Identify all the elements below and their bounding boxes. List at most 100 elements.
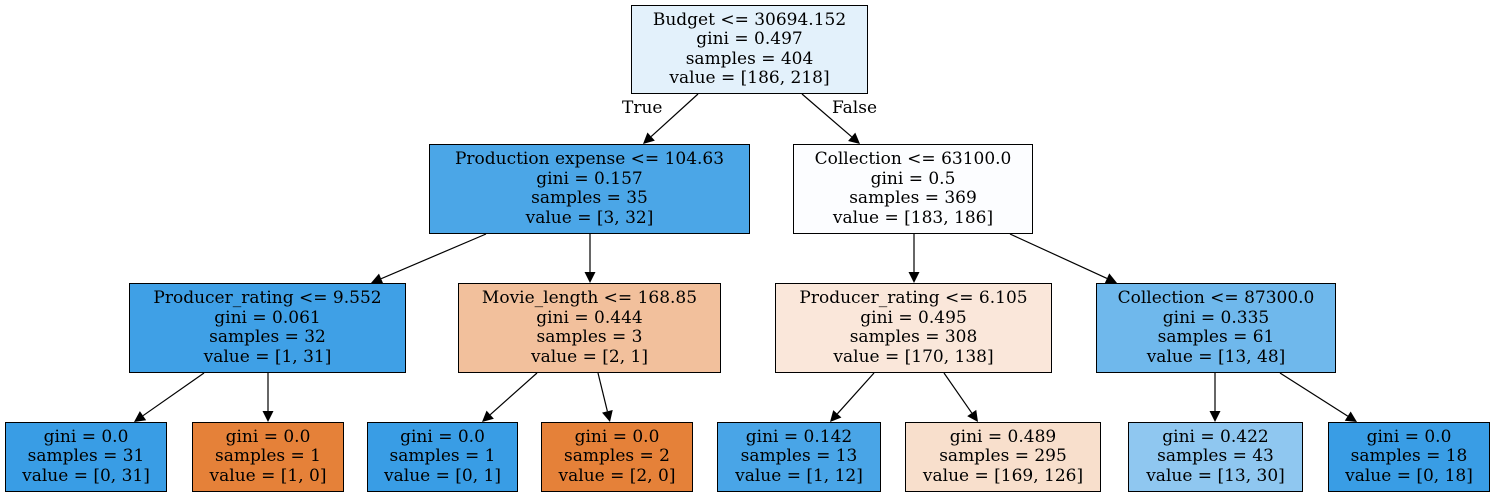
tree-node-n0: Budget <= 30694.152 gini = 0.497 samples =… bbox=[631, 5, 868, 94]
node-line: Production expense <= 104.63 bbox=[454, 149, 725, 169]
edge-arrowhead bbox=[262, 411, 274, 422]
edge-line bbox=[380, 233, 487, 280]
edge-label-true: True bbox=[622, 98, 663, 118]
edge-arrowhead bbox=[1209, 411, 1221, 422]
node-line: gini = 0.335 bbox=[1162, 307, 1270, 328]
edge-n0-n1 bbox=[643, 93, 699, 144]
node-line: samples = 295 bbox=[939, 446, 1067, 467]
node-line: samples = 35 bbox=[531, 188, 648, 208]
tree-node-n10: gini = 0.0 samples = 2 value = [2, 0] bbox=[541, 422, 693, 492]
edge-line bbox=[1279, 372, 1349, 417]
node-line: samples = 13 bbox=[740, 446, 858, 467]
edge-n5-n12 bbox=[943, 372, 978, 422]
edge-n5-n11 bbox=[830, 372, 875, 422]
node-line: samples = 32 bbox=[209, 327, 326, 347]
edge-n1-n3 bbox=[371, 233, 487, 284]
node-line: value = [183, 186] bbox=[832, 207, 994, 228]
edge-line bbox=[801, 93, 853, 138]
edge-line bbox=[836, 372, 875, 415]
node-line: samples = 308 bbox=[849, 327, 978, 347]
node-line: value = [169, 126] bbox=[922, 465, 1084, 486]
edge-line bbox=[650, 93, 699, 138]
edge-arrowhead bbox=[482, 410, 494, 422]
node-line: value = [186, 218] bbox=[669, 68, 830, 88]
node-line: value = [13, 30] bbox=[1146, 465, 1285, 486]
edge-n2-n5 bbox=[908, 234, 920, 283]
tree-node-n9: gini = 0.0 samples = 1 value = [0, 1] bbox=[367, 422, 518, 492]
node-line: gini = 0.497 bbox=[696, 29, 803, 49]
node-line: samples = 369 bbox=[849, 188, 977, 208]
node-line: Budget <= 30694.152 bbox=[652, 9, 847, 30]
node-line: gini = 0.489 bbox=[949, 426, 1057, 447]
edge-line bbox=[943, 372, 973, 414]
edge-line bbox=[142, 372, 205, 417]
edge-line bbox=[1009, 233, 1108, 279]
node-line: gini = 0.0 bbox=[574, 426, 660, 447]
tree-node-n6: Collection <= 87300.0 gini = 0.335 samples… bbox=[1096, 283, 1336, 373]
node-line: gini = 0.061 bbox=[214, 307, 321, 328]
edge-line bbox=[597, 372, 608, 412]
node-line: Collection <= 63100.0 bbox=[814, 149, 1012, 169]
edge-n1-n4 bbox=[584, 234, 596, 283]
edge-n6-n14 bbox=[1279, 372, 1357, 422]
node-line: samples = 31 bbox=[27, 446, 145, 467]
node-line: value = [170, 138] bbox=[833, 346, 994, 367]
node-line: gini = 0.5 bbox=[870, 168, 956, 189]
node-line: value = [13, 48] bbox=[1146, 346, 1286, 367]
tree-node-n3: Producer_rating <= 9.552 gini = 0.061 samp… bbox=[129, 283, 406, 373]
node-line: samples = 1 bbox=[215, 446, 321, 467]
node-line: samples = 2 bbox=[564, 446, 670, 467]
edge-arrowhead bbox=[908, 272, 920, 283]
tree-node-n1: Production expense <= 104.63 gini = 0.157… bbox=[429, 144, 750, 234]
edge-arrowhead bbox=[1104, 273, 1117, 284]
node-line: gini = 0.495 bbox=[860, 307, 967, 328]
edge-n2-n6 bbox=[1009, 233, 1117, 284]
node-line: gini = 0.0 bbox=[225, 426, 311, 447]
node-line: samples = 3 bbox=[536, 327, 643, 347]
node-line: Movie_length <= 168.85 bbox=[481, 288, 698, 308]
node-line: samples = 18 bbox=[1350, 446, 1468, 467]
node-line: value = [0, 31] bbox=[22, 465, 150, 486]
node-line: value = [1, 31] bbox=[203, 346, 332, 367]
node-line: gini = 0.0 bbox=[400, 426, 485, 447]
tree-node-n7: gini = 0.0 samples = 31 value = [0, 31] bbox=[5, 422, 167, 492]
node-line: gini = 0.142 bbox=[745, 426, 853, 447]
node-line: Producer_rating <= 6.105 bbox=[799, 288, 1028, 308]
node-line: value = [0, 18] bbox=[1345, 465, 1473, 486]
node-line: value = [1, 12] bbox=[735, 465, 863, 486]
tree-node-n14: gini = 0.0 samples = 18 value = [0, 18] bbox=[1328, 422, 1490, 492]
edge-n3-n8 bbox=[262, 373, 274, 422]
node-line: gini = 0.444 bbox=[536, 307, 643, 328]
node-line: gini = 0.0 bbox=[43, 426, 129, 447]
edge-arrowhead bbox=[830, 410, 842, 422]
tree-node-n13: gini = 0.422 samples = 43 value = [13, 30] bbox=[1128, 422, 1303, 492]
node-line: samples = 61 bbox=[1157, 327, 1275, 347]
edge-n4-n10 bbox=[597, 372, 613, 422]
node-line: gini = 0.422 bbox=[1162, 426, 1269, 447]
edge-line bbox=[489, 372, 538, 416]
edge-arrowhead bbox=[1344, 411, 1357, 422]
node-line: value = [1, 0] bbox=[209, 465, 327, 486]
node-line: samples = 404 bbox=[685, 48, 814, 69]
node-line: gini = 0.0 bbox=[1366, 426, 1452, 447]
node-line: Producer_rating <= 9.552 bbox=[153, 288, 382, 308]
node-line: value = [0, 1] bbox=[384, 465, 501, 486]
node-line: value = [2, 0] bbox=[558, 465, 676, 486]
tree-node-n11: gini = 0.142 samples = 13 value = [1, 12] bbox=[717, 422, 881, 492]
edge-n0-n2 bbox=[801, 93, 860, 144]
node-line: value = [2, 1] bbox=[531, 346, 648, 367]
tree-node-n8: gini = 0.0 samples = 1 value = [1, 0] bbox=[192, 422, 344, 492]
tree-node-n5: Producer_rating <= 6.105 gini = 0.495 samp… bbox=[775, 283, 1052, 373]
edge-n3-n7 bbox=[134, 372, 205, 422]
edge-arrowhead bbox=[848, 132, 860, 144]
node-line: Collection <= 87300.0 bbox=[1117, 288, 1315, 308]
node-line: samples = 43 bbox=[1157, 446, 1274, 467]
tree-node-n4: Movie_length <= 168.85 gini = 0.444 sample… bbox=[458, 283, 721, 373]
edge-arrowhead bbox=[584, 272, 596, 283]
edge-arrowhead bbox=[371, 273, 384, 284]
tree-node-n12: gini = 0.489 samples = 295 value = [169, 1… bbox=[905, 422, 1101, 492]
edge-label-false: False bbox=[832, 98, 877, 118]
node-line: gini = 0.157 bbox=[536, 168, 643, 189]
tree-node-n2: Collection <= 63100.0 gini = 0.5 samples =… bbox=[793, 144, 1033, 234]
